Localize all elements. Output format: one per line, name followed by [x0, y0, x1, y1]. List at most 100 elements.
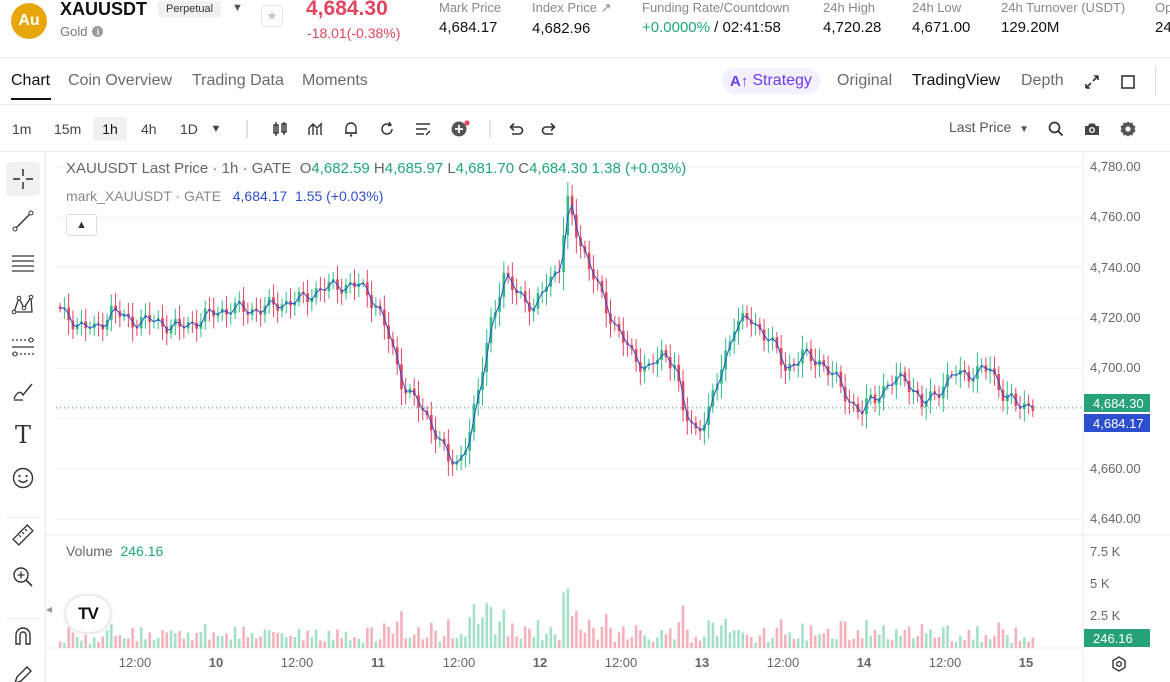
camera-icon[interactable] — [1082, 119, 1102, 139]
window-icon[interactable] — [1119, 73, 1137, 91]
legend-low-label: L — [447, 160, 456, 177]
volume-bar — [378, 639, 382, 648]
volume-bar — [225, 633, 228, 648]
candlestick-chart[interactable] — [46, 152, 1170, 682]
volume-bar — [468, 617, 472, 648]
horizontal-lines-icon[interactable] — [6, 246, 40, 280]
indicators-icon[interactable] — [306, 119, 326, 139]
tab-depth[interactable]: Depth — [1021, 72, 1064, 89]
price-type-select[interactable]: Last Price ▼ — [949, 119, 1029, 135]
stat-label: Mark Price — [439, 0, 502, 15]
alert-icon[interactable] — [341, 119, 361, 139]
volume-bar — [464, 636, 467, 648]
favorite-star-icon[interactable]: ★ — [261, 5, 283, 27]
crosshair-icon[interactable] — [6, 162, 40, 196]
symbol-dropdown-icon[interactable]: ▼ — [232, 2, 243, 14]
timeframe-1h[interactable]: 1h — [93, 117, 127, 141]
volume-bar — [946, 625, 949, 648]
tab-coin-overview[interactable]: Coin Overview — [68, 72, 173, 89]
pencil-lock-icon[interactable] — [6, 658, 40, 682]
volume-bar — [899, 635, 902, 648]
chart-toolbar: 1m 15m 1h 4h 1D ▼ Last Price ▼ — [0, 105, 1170, 151]
candle-type-icon[interactable] — [270, 119, 290, 139]
volume-bar — [118, 634, 122, 648]
volume-bar — [297, 628, 301, 648]
timeframe-1d[interactable]: 1D — [180, 121, 198, 137]
zoom-in-icon[interactable] — [6, 560, 40, 594]
template-icon[interactable] — [413, 119, 433, 139]
symbol-name[interactable]: XAUUSDT — [60, 0, 148, 19]
volume-bar — [852, 638, 856, 648]
collapse-toolbar-icon[interactable]: ◀ — [45, 604, 53, 614]
volume-bar — [685, 629, 689, 648]
timeframe-15m[interactable]: 15m — [54, 121, 82, 137]
tab-tradingview[interactable]: TradingView — [912, 72, 1001, 89]
timeframe-4h[interactable]: 4h — [141, 121, 157, 137]
strategy-button[interactable]: A↑ Strategy — [722, 68, 820, 94]
search-icon[interactable] — [1046, 119, 1066, 139]
volume-bar — [459, 633, 463, 648]
magnet-icon[interactable] — [6, 618, 40, 652]
volume-bar — [246, 636, 250, 648]
volume-bar — [242, 626, 245, 648]
ruler-icon[interactable] — [6, 517, 40, 551]
stat-value: 129.20M — [1001, 19, 1060, 36]
volume-bar — [289, 635, 292, 648]
volume-bar — [540, 639, 544, 648]
stat-24h-turnover: 24h Turnover (USDT) 129.20M — [1001, 0, 1125, 36]
chart-settings-icon[interactable] — [1110, 655, 1128, 673]
time-tick-label: 12 — [532, 655, 548, 670]
chart-tabs: Chart Coin Overview Trading Data Moments… — [0, 58, 1170, 104]
tradingview-logo[interactable]: TV — [66, 596, 110, 632]
volume-bar — [165, 632, 169, 648]
tab-trading-data[interactable]: Trading Data — [192, 72, 284, 89]
undo-icon[interactable] — [505, 119, 525, 139]
redo-icon[interactable] — [540, 119, 560, 139]
volume-bar — [374, 641, 378, 648]
replay-icon[interactable] — [377, 119, 397, 139]
brush-icon[interactable] — [6, 374, 40, 408]
volume-bar — [425, 637, 429, 648]
tabs-divider — [0, 104, 1170, 105]
info-icon[interactable]: i — [92, 26, 104, 37]
volume-bar — [323, 641, 326, 648]
legend-title: XAUUSDT Last Price · 1h · GATE — [66, 160, 292, 177]
emoji-icon[interactable] — [6, 461, 40, 495]
volume-bar — [63, 642, 66, 648]
stat-value: 24 — [1155, 19, 1170, 36]
volume-bar — [344, 631, 348, 648]
timeframe-dropdown-icon[interactable]: ▼ — [210, 123, 222, 135]
fib-retracement-icon[interactable] — [6, 330, 40, 364]
volume-bar — [557, 639, 561, 648]
volume-bar — [822, 633, 826, 648]
tab-original[interactable]: Original — [837, 72, 893, 89]
volume-bar — [139, 627, 143, 648]
legend-collapse-chevron-icon[interactable]: ▲ — [66, 214, 97, 236]
volume-bar — [907, 626, 911, 648]
tab-chart[interactable]: Chart — [11, 72, 51, 89]
trend-line-icon[interactable] — [6, 204, 40, 238]
stat-value: 4,671.00 — [912, 19, 971, 36]
price-tick-label: 4,720.00 — [1090, 310, 1141, 326]
expand-icon[interactable] — [1083, 73, 1101, 91]
volume-bar — [762, 627, 766, 648]
stat-label: Op — [1155, 0, 1170, 15]
settings-gear-icon[interactable] — [1118, 119, 1138, 139]
volume-bar — [575, 611, 578, 648]
volume-axis-label: 246.16 — [1084, 629, 1150, 647]
timeframe-1m[interactable]: 1m — [12, 121, 32, 137]
text-tool-icon[interactable]: T — [14, 421, 31, 449]
volume-bar — [980, 641, 983, 648]
volume-bar — [741, 632, 745, 648]
tab-moments[interactable]: Moments — [302, 72, 368, 89]
stat-index-price[interactable]: Index Price ↗ 4,682.96 — [532, 0, 612, 37]
add-widget-icon[interactable] — [450, 119, 470, 139]
coin-logo: Au — [11, 3, 47, 39]
asset-name: Gold i — [60, 24, 104, 39]
volume-bar — [148, 632, 152, 648]
pattern-icon[interactable] — [6, 288, 40, 322]
stat-label: Funding Rate/Countdown — [642, 0, 790, 15]
volume-bar — [549, 627, 553, 648]
volume-bar — [259, 636, 262, 648]
volume-bar — [395, 621, 399, 648]
